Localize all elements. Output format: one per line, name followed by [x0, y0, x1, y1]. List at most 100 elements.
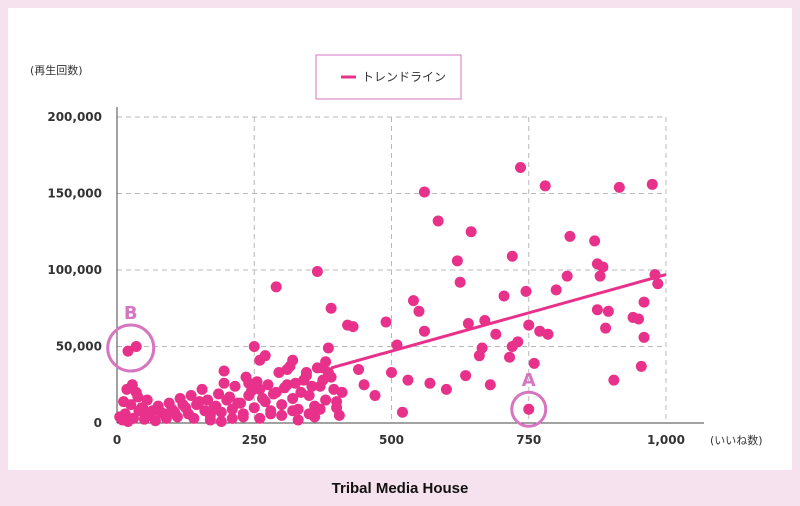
data-point-31 — [276, 399, 288, 411]
data-point-154 — [602, 305, 614, 317]
y-tick-label-3: 150,000 — [47, 187, 102, 201]
data-point-69 — [262, 379, 274, 391]
data-point-110 — [369, 389, 381, 401]
data-point-70 — [267, 388, 279, 400]
data-point-114 — [396, 406, 408, 418]
y-tick-label-2: 100,000 — [47, 263, 102, 277]
data-point-42 — [333, 409, 345, 421]
data-point-165 — [523, 403, 535, 415]
tick-labels: 0 50,000 100,000 150,000 200,000 0 250 500 750 1,… — [47, 110, 685, 447]
legend-entry-trendline: トレンドライン — [362, 70, 446, 84]
x-tick-label-4: 1,000 — [647, 433, 685, 447]
data-point-103 — [320, 356, 332, 368]
data-point-58 — [202, 394, 214, 406]
data-point-33 — [287, 393, 299, 405]
x-tick-label-3: 750 — [516, 433, 541, 447]
data-point-104 — [322, 342, 334, 354]
data-point-87 — [237, 411, 249, 423]
x-tick-label-1: 250 — [242, 433, 267, 447]
data-point-89 — [276, 409, 288, 421]
data-point-112 — [386, 367, 397, 379]
data-point-88 — [254, 412, 266, 424]
data-point-144 — [542, 328, 554, 340]
data-point-105 — [325, 302, 337, 314]
data-point-55 — [185, 389, 197, 401]
data-point-75 — [295, 386, 307, 398]
data-point-94 — [248, 341, 260, 352]
data-point-152 — [597, 261, 609, 273]
data-point-136 — [506, 250, 518, 262]
data-point-120 — [424, 377, 436, 389]
data-point-108 — [353, 363, 365, 375]
annotation-circle-B — [106, 323, 156, 373]
data-point-169 — [265, 408, 277, 420]
y-tick-label-4: 200,000 — [47, 110, 102, 124]
data-point-172 — [314, 403, 326, 415]
data-point-166 — [204, 414, 216, 426]
data-point-47 — [141, 394, 153, 406]
data-points — [114, 161, 664, 427]
data-point-64 — [235, 397, 247, 409]
data-point-98 — [281, 363, 293, 375]
data-point-100 — [300, 367, 312, 379]
data-point-62 — [224, 391, 236, 403]
data-point-137 — [512, 336, 524, 348]
x-tick-label-0: 0 — [113, 433, 121, 447]
data-point-68 — [256, 393, 268, 405]
data-point-174 — [218, 365, 230, 377]
data-point-132 — [490, 328, 502, 340]
data-point-146 — [561, 270, 573, 282]
trendline — [330, 273, 667, 370]
data-point-96 — [259, 350, 271, 362]
data-point-92 — [122, 345, 134, 357]
data-point-143 — [539, 180, 551, 192]
data-point-39 — [320, 394, 332, 406]
x-tick-label-2: 500 — [379, 433, 404, 447]
data-point-148 — [589, 235, 601, 247]
data-point-3 — [114, 411, 126, 423]
data-point-173 — [331, 396, 343, 408]
data-point-155 — [608, 374, 620, 386]
data-point-159 — [635, 360, 647, 372]
data-point-50 — [158, 408, 170, 420]
chart-frame: 0 50,000 100,000 150,000 200,000 0 250 500 750 1,… — [8, 8, 792, 470]
data-point-90 — [292, 414, 304, 426]
data-point-93 — [130, 341, 142, 352]
data-point-164 — [652, 278, 664, 290]
data-point-86 — [137, 403, 149, 415]
data-point-175 — [243, 377, 255, 389]
data-point-82 — [118, 396, 130, 408]
data-point-116 — [407, 295, 419, 307]
annotation-circle-A — [510, 390, 548, 428]
data-point-84 — [126, 379, 138, 391]
data-point-123 — [451, 255, 463, 267]
data-point-124 — [454, 276, 466, 288]
legend: トレンドライン — [315, 54, 462, 100]
data-point-121 — [432, 215, 444, 227]
data-point-160 — [638, 296, 650, 308]
data-point-60 — [213, 388, 225, 400]
annotation-label-B: B — [124, 303, 138, 324]
data-point-158 — [633, 313, 645, 325]
data-point-57 — [196, 383, 208, 395]
data-point-145 — [550, 284, 562, 296]
data-point-99 — [287, 354, 299, 366]
data-point-8 — [149, 415, 161, 427]
data-point-129 — [476, 342, 488, 354]
data-point-151 — [594, 270, 606, 282]
data-point-85 — [132, 391, 144, 403]
data-point-153 — [600, 322, 612, 334]
data-point-67 — [251, 376, 263, 388]
x-axis-title: (いいね数) — [710, 434, 763, 447]
annotations: AB — [106, 303, 548, 428]
data-point-131 — [484, 379, 496, 391]
data-point-161 — [638, 331, 650, 343]
data-point-119 — [418, 186, 430, 198]
scatter-chart: 0 50,000 100,000 150,000 200,000 0 250 500 750 1,… — [30, 54, 763, 447]
data-point-74 — [289, 377, 301, 389]
annotation-label-A: A — [522, 370, 536, 391]
data-point-171 — [303, 408, 315, 420]
data-point-126 — [462, 318, 474, 330]
data-point-147 — [564, 230, 576, 242]
data-point-15 — [188, 412, 200, 424]
